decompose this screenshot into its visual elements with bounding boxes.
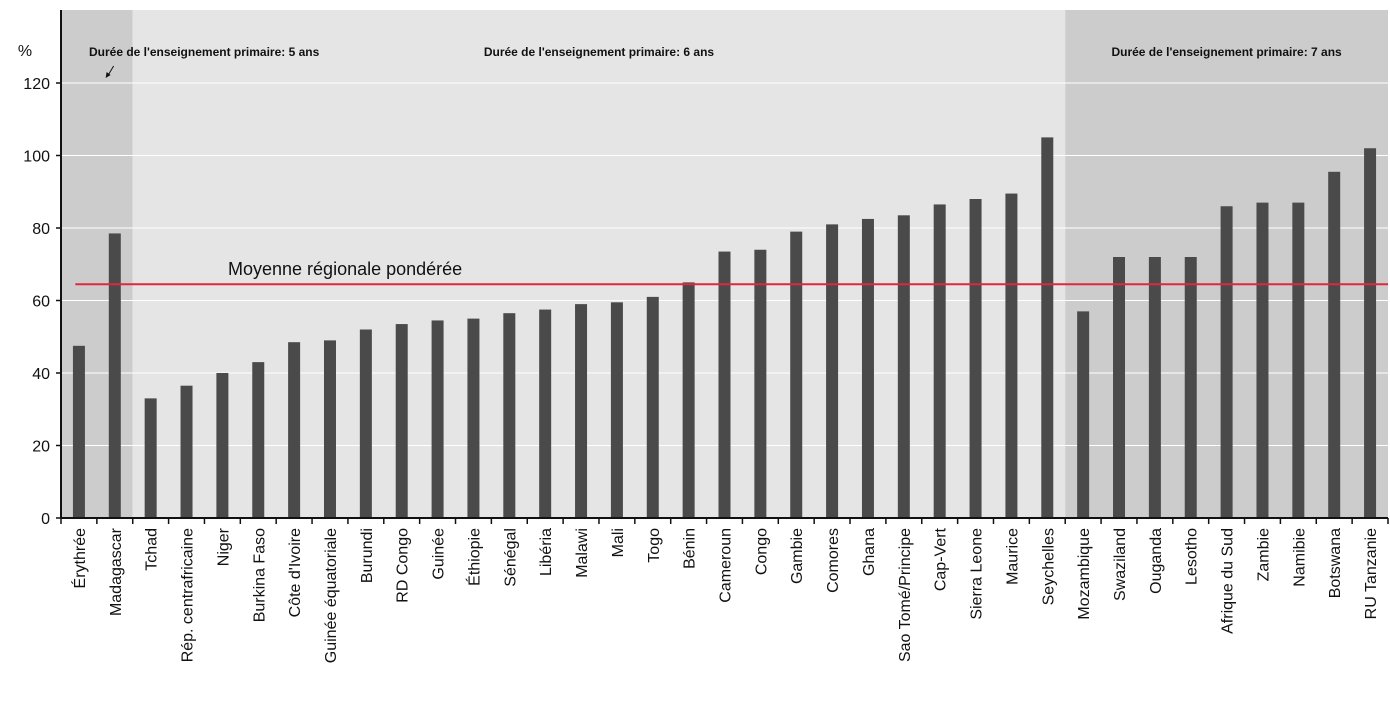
x-tick-label-22: Ghana <box>861 528 878 576</box>
x-tick-label-18: Cameroun <box>718 528 735 603</box>
x-tick-label-2: Tchad <box>144 528 161 571</box>
x-tick-label-16: Togo <box>646 528 663 563</box>
bar-29 <box>1113 257 1126 518</box>
x-tick-label-23: Sao Tomé/Principe <box>897 528 914 662</box>
y-tick-label-120: 120 <box>23 76 50 93</box>
bar-31 <box>1184 257 1197 518</box>
x-tick-label-35: Botswana <box>1327 528 1344 598</box>
bar-35 <box>1328 171 1341 518</box>
y-tick-label-20: 20 <box>32 439 50 456</box>
x-tick-label-31: Lesotho <box>1184 528 1201 585</box>
bar-22 <box>861 218 874 518</box>
bar-8 <box>359 329 372 518</box>
bar-21 <box>826 224 839 518</box>
bar-10 <box>431 320 444 518</box>
bar-0 <box>72 345 85 518</box>
x-tick-label-7: Guinée équatoriale <box>323 528 340 663</box>
x-tick-label-33: Zambie <box>1255 528 1272 581</box>
bar-28 <box>1077 311 1090 518</box>
x-tick-label-28: Mozambique <box>1076 528 1093 620</box>
bar-12 <box>503 313 516 518</box>
x-tick-label-29: Swaziland <box>1112 528 1129 601</box>
bar-19 <box>754 249 767 518</box>
bars <box>72 137 1377 518</box>
x-tick-label-34: Namibie <box>1291 528 1308 587</box>
x-tick-label-20: Gambie <box>789 528 806 584</box>
band-label-1: Durée de l'enseignement primaire: 6 ans <box>484 45 715 59</box>
bar-11 <box>467 318 480 518</box>
x-tick-label-26: Maurice <box>1004 528 1021 585</box>
labels: Durée de l'enseignement primaire: 5 ans D… <box>89 45 1342 78</box>
band-pointer-arrowhead <box>105 72 111 78</box>
bar-20 <box>790 231 803 518</box>
x-tick-label-24: Cap-Vert <box>933 527 950 591</box>
bar-24 <box>933 204 946 518</box>
bar-25 <box>969 199 982 518</box>
x-tick-label-4: Niger <box>215 527 232 566</box>
x-tick-label-13: Libéria <box>538 528 555 576</box>
bar-6 <box>288 342 301 518</box>
x-tick-label-30: Ouganda <box>1148 528 1165 594</box>
bar-15 <box>610 302 623 518</box>
y-tick-label-80: 80 <box>32 221 50 238</box>
gridlines <box>61 82 1388 446</box>
x-tick-label-1: Madagascar <box>108 527 125 616</box>
y-tick-label-40: 40 <box>32 366 50 383</box>
bar-4 <box>216 373 229 518</box>
x-tick-label-8: Burundi <box>359 528 376 583</box>
x-tick-label-10: Guinée <box>431 528 448 580</box>
x-tick-label-3: Rép. centrafricaine <box>180 528 197 662</box>
bar-13 <box>539 309 552 518</box>
bar-1 <box>108 233 121 518</box>
x-tick-label-9: RD Congo <box>395 528 412 603</box>
x-tick-label-25: Sierra Leone <box>969 528 986 620</box>
band-label-0: Durée de l'enseignement primaire: 5 ans <box>89 45 320 59</box>
x-tick-label-5: Burkina Faso <box>251 528 268 622</box>
bar-16 <box>646 296 659 518</box>
x-tick-label-6: Côte d'Ivoire <box>287 528 304 617</box>
bar-33 <box>1256 202 1269 518</box>
x-tick-label-15: Mali <box>610 528 627 557</box>
x-tick-label-0: Érythrée <box>70 528 89 589</box>
bar-9 <box>395 324 408 518</box>
axes: 0 20 40 60 80 100 120 Érythrée Madagascar Tchad Ré… <box>23 10 1389 663</box>
band-0 <box>61 10 133 518</box>
bar-18 <box>718 251 731 518</box>
y-axis-unit: % <box>18 43 32 60</box>
bar-26 <box>1005 193 1018 518</box>
x-tick-label-14: Malawi <box>574 528 591 578</box>
y-tick-label-100: 100 <box>23 149 50 166</box>
bar-17 <box>682 282 695 518</box>
x-tick-label-27: Seychelles <box>1040 528 1057 605</box>
bar-30 <box>1148 257 1161 518</box>
x-tick-label-11: Éthiopie <box>464 528 483 586</box>
bar-3 <box>180 385 193 518</box>
y-tick-label-0: 0 <box>41 511 50 528</box>
bar-27 <box>1041 137 1054 518</box>
x-tick-label-17: Bénin <box>682 528 699 569</box>
x-tick-label-19: Congo <box>753 528 770 575</box>
bar-14 <box>575 304 588 518</box>
bar-23 <box>897 215 910 518</box>
x-tick-label-12: Sénégal <box>502 528 519 587</box>
bar-36 <box>1364 148 1377 518</box>
y-tick-label-60: 60 <box>32 294 50 311</box>
reference-line-group: Moyenne régionale pondérée <box>75 259 1388 286</box>
bar-34 <box>1292 202 1305 518</box>
bar-5 <box>252 362 265 518</box>
x-tick-label-32: Afrique du Sud <box>1220 528 1237 634</box>
band-label-2: Durée de l'enseignement primaire: 7 ans <box>1111 45 1342 59</box>
reference-line-label: Moyenne régionale pondérée <box>228 259 462 279</box>
x-tick-label-21: Comores <box>825 528 842 593</box>
bar-2 <box>144 398 157 518</box>
bar-7 <box>323 340 336 518</box>
x-tick-label-36: RU Tanzanie <box>1363 528 1380 619</box>
bar-32 <box>1220 206 1233 518</box>
